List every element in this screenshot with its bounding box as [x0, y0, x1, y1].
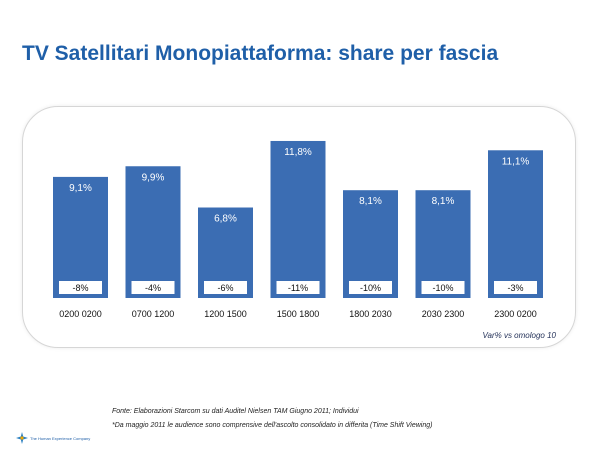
- variation-label: -8%: [72, 283, 88, 293]
- bar-value-label: 8,1%: [359, 196, 382, 207]
- category-label: 1500 1800: [277, 309, 320, 319]
- variation-label: -3%: [507, 283, 523, 293]
- bar-value-label: 9,1%: [69, 183, 92, 194]
- variation-note: Var% vs omologo 10: [482, 331, 556, 340]
- star-logo-icon: [16, 432, 28, 444]
- bar: [270, 140, 326, 298]
- bar-value-label: 11,8%: [284, 147, 312, 158]
- source-line: Fonte: Elaborazioni Starcom su dati Audi…: [112, 408, 359, 415]
- variation-label: -10%: [432, 283, 453, 293]
- bar: [415, 190, 471, 298]
- page-title: TV Satellitari Monopiattaforma: share pe…: [22, 42, 499, 65]
- variation-label: -10%: [360, 283, 381, 293]
- bar-value-label: 6,8%: [214, 214, 237, 225]
- chart-panel: 9,1% -8% 0200 0200 9,9% -4% 0700 1200 6,8% -6% 1…: [22, 106, 576, 348]
- bar: [343, 190, 398, 298]
- bar-value-label: 11,1%: [502, 156, 530, 167]
- variation-label: -4%: [145, 283, 161, 293]
- variation-box: [349, 281, 392, 294]
- category-label: 1800 2030: [349, 309, 392, 319]
- bar: [488, 150, 543, 298]
- category-label: 0200 0200: [59, 309, 102, 319]
- footer-company: The Human Experience Company: [30, 436, 91, 441]
- variation-box: [131, 281, 175, 294]
- bar-value-label: 9,9%: [142, 172, 165, 183]
- variation-box: [59, 281, 102, 294]
- category-label: 2030 2300: [422, 309, 465, 319]
- bar-value-label: 8,1%: [432, 196, 455, 207]
- variation-box: [204, 281, 247, 294]
- variation-label: -11%: [288, 283, 308, 293]
- variation-box: [276, 281, 320, 294]
- bar: [125, 166, 181, 298]
- variation-box: [494, 281, 537, 294]
- footnote-line: *Da maggio 2011 le audience sono compren…: [112, 422, 433, 429]
- bar: [53, 176, 108, 298]
- category-label: 1200 1500: [204, 309, 247, 319]
- bar-chart: 9,1% -8% 0200 0200 9,9% -4% 0700 1200 6,8% -6% 1…: [53, 140, 543, 319]
- source-notes: Fonte: Elaborazioni Starcom su dati Audi…: [112, 405, 432, 433]
- variation-box: [421, 281, 465, 294]
- category-label: 0700 1200: [132, 309, 175, 319]
- category-label: 2300 0200: [494, 309, 537, 319]
- variation-label: -6%: [217, 283, 233, 293]
